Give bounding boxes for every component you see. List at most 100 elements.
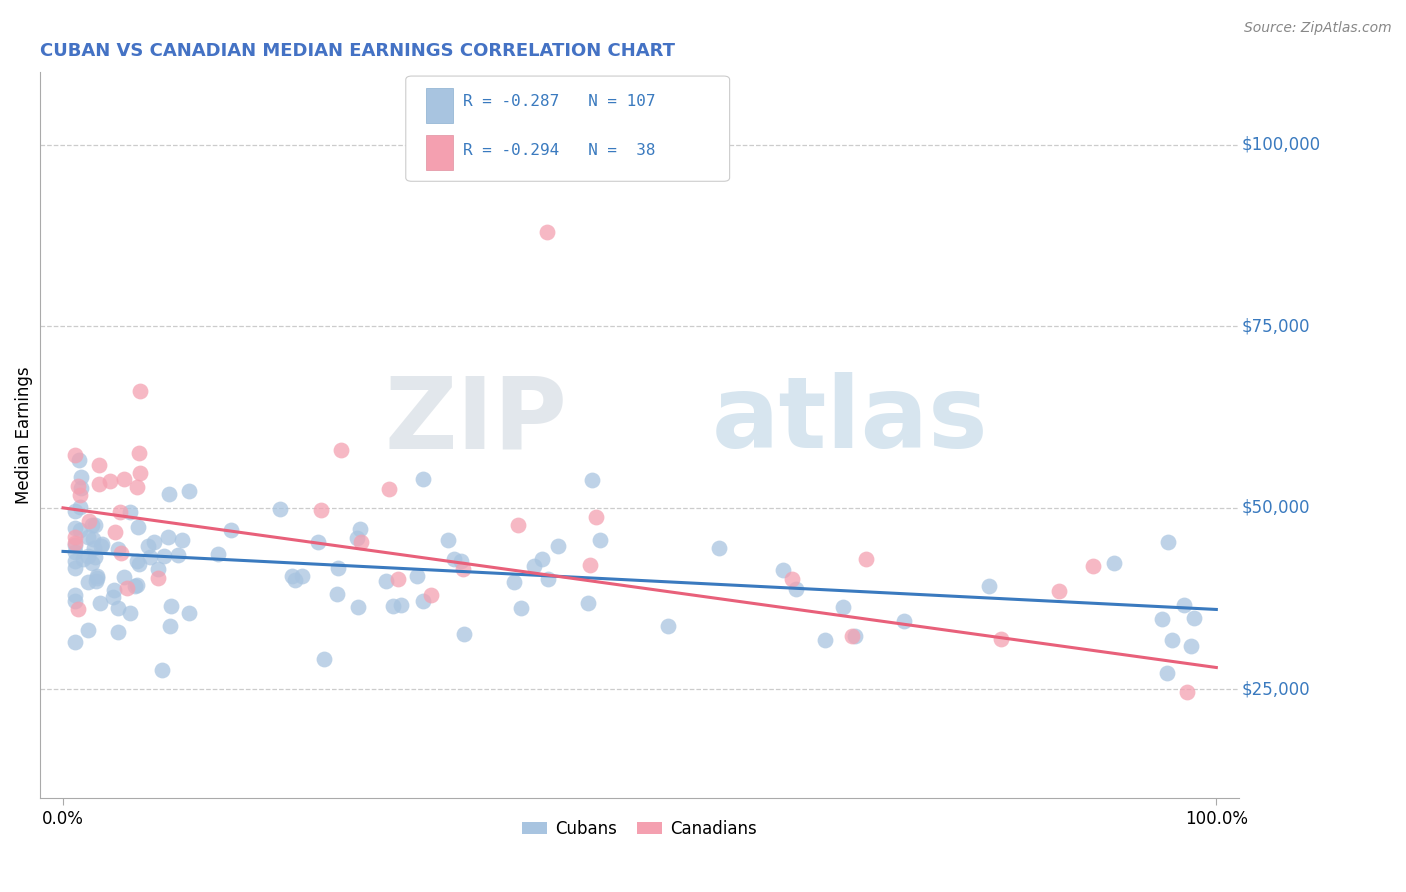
Point: [63, 537, 86, 551]
Point: [146, 571, 169, 585]
Point: [832, 599, 855, 614]
Point: [63, 536, 86, 550]
Point: [63, 448, 86, 462]
Point: [63, 521, 86, 535]
Point: [112, 570, 135, 584]
Point: [269, 502, 291, 516]
Text: $50,000: $50,000: [1241, 499, 1310, 516]
Point: [103, 524, 125, 539]
Point: [136, 539, 159, 553]
Point: [1150, 612, 1173, 626]
Text: CUBAN VS CANADIAN MEDIAN EARNINGS CORRELATION CHART: CUBAN VS CANADIAN MEDIAN EARNINGS CORREL…: [39, 42, 675, 60]
Point: [405, 569, 427, 583]
Point: [107, 624, 129, 639]
Point: [152, 549, 174, 563]
Point: [77, 530, 100, 544]
Point: [813, 632, 835, 647]
Point: [107, 600, 129, 615]
Point: [990, 632, 1012, 646]
Point: [219, 523, 242, 537]
Point: [1180, 639, 1202, 653]
Point: [1156, 666, 1178, 681]
Point: [841, 629, 863, 643]
Point: [84, 518, 107, 533]
Point: [69, 481, 91, 495]
Point: [1182, 611, 1205, 625]
Point: [82, 556, 104, 570]
Point: [115, 582, 138, 596]
Point: [124, 579, 146, 593]
Point: [453, 626, 475, 640]
Point: [657, 618, 679, 632]
Point: [67, 452, 90, 467]
Point: [103, 583, 125, 598]
Point: [309, 503, 332, 517]
Point: [90, 539, 112, 553]
Point: [1173, 598, 1195, 612]
Point: [118, 607, 141, 621]
Point: [893, 614, 915, 628]
Point: [83, 541, 105, 555]
Point: [312, 652, 335, 666]
Point: [150, 663, 173, 677]
Point: [509, 601, 531, 615]
Point: [1047, 583, 1070, 598]
Point: [63, 588, 86, 602]
Point: [72, 552, 94, 566]
Point: [412, 593, 434, 607]
Y-axis label: Median Earnings: Median Earnings: [15, 367, 32, 504]
Point: [585, 509, 607, 524]
Point: [127, 520, 149, 534]
Point: [283, 573, 305, 587]
Point: [350, 534, 373, 549]
Point: [436, 533, 458, 547]
Text: R = -0.294   N =  38: R = -0.294 N = 38: [464, 143, 655, 158]
Point: [420, 588, 443, 602]
Point: [160, 599, 183, 613]
Point: [76, 549, 98, 563]
Point: [537, 572, 560, 586]
Point: [63, 545, 86, 559]
Legend: Cubans, Canadians: Cubans, Canadians: [516, 813, 763, 844]
Point: [707, 541, 730, 555]
Point: [76, 574, 98, 589]
Point: [77, 624, 100, 638]
Point: [101, 590, 124, 604]
Point: [308, 535, 330, 549]
Point: [167, 548, 190, 562]
Point: [1081, 559, 1104, 574]
Point: [125, 554, 148, 568]
FancyBboxPatch shape: [406, 76, 730, 181]
Point: [128, 466, 150, 480]
Point: [346, 531, 368, 545]
Point: [588, 533, 610, 547]
Point: [1102, 556, 1125, 570]
Point: [281, 569, 304, 583]
Point: [581, 474, 603, 488]
Point: [530, 551, 553, 566]
Point: [110, 546, 132, 560]
Point: [139, 549, 162, 564]
Point: [1157, 535, 1180, 549]
Point: [69, 500, 91, 514]
Point: [387, 573, 409, 587]
Point: [179, 484, 201, 499]
Point: [127, 578, 149, 592]
Point: [69, 469, 91, 483]
Point: [79, 514, 101, 528]
Point: [346, 600, 368, 615]
Point: [855, 552, 877, 566]
Point: [63, 594, 86, 608]
FancyBboxPatch shape: [426, 88, 453, 123]
Point: [80, 518, 103, 533]
Point: [69, 523, 91, 537]
Point: [782, 572, 804, 586]
Point: [785, 582, 807, 596]
Point: [110, 505, 132, 519]
Point: [576, 596, 599, 610]
Point: [508, 518, 530, 533]
Point: [179, 606, 201, 620]
Point: [291, 568, 314, 582]
Point: [128, 558, 150, 572]
Point: [100, 474, 122, 488]
